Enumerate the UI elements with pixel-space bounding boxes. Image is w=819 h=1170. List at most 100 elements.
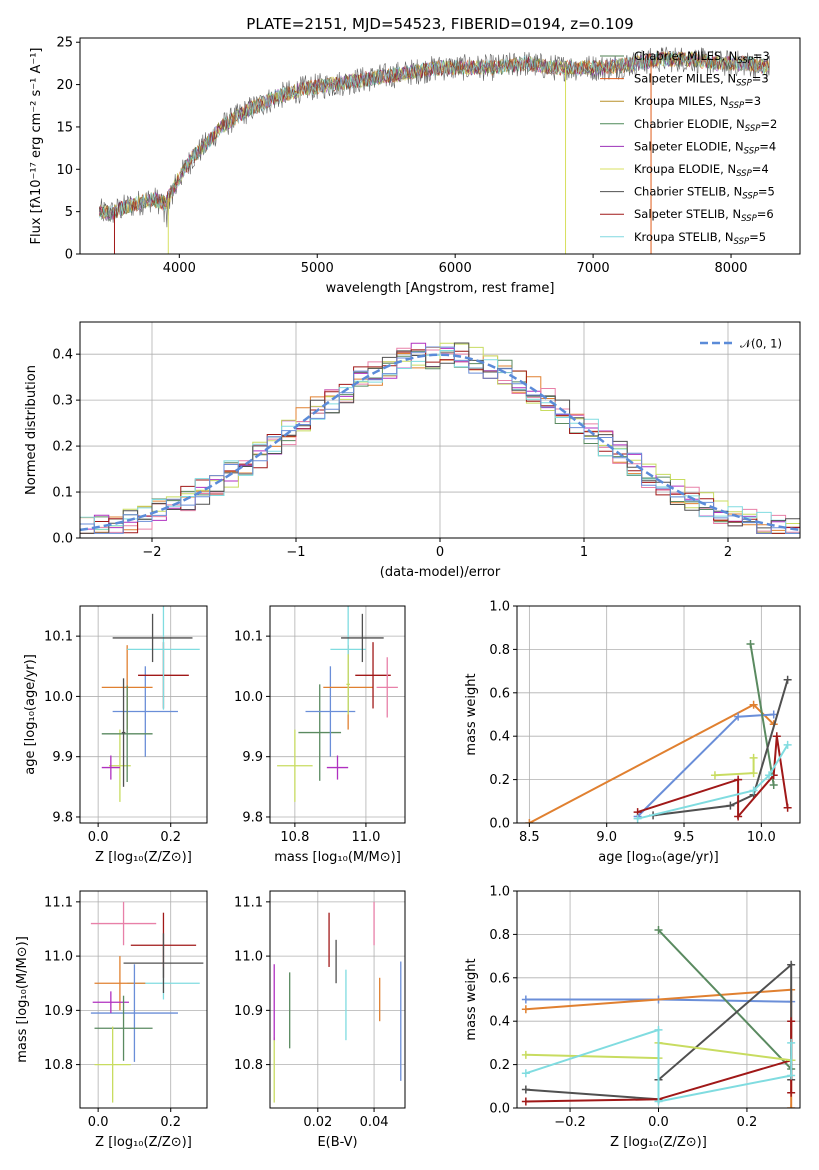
series-line [637, 736, 789, 820]
spectrum-xtick-label: 4000 [163, 261, 196, 276]
spectrum-model-line [99, 51, 770, 219]
series-marker [654, 1097, 663, 1106]
age-vs-mass-ytick-label: 9.8 [242, 810, 263, 825]
age-vs-z-background [80, 606, 207, 823]
mass-weight-vs-age-ytick-label: 0.6 [489, 686, 510, 701]
age-vs-mass-xtick-label: 10.8 [280, 830, 309, 845]
series-marker [772, 732, 781, 741]
series-marker [749, 786, 758, 795]
spectrum-data-line [99, 46, 770, 228]
mass-vs-ebv-ytick-label: 10.8 [234, 1058, 263, 1073]
mass-weight-vs-age-xlabel: age [log₁₀(age/yr)] [598, 850, 719, 865]
series-marker [787, 1038, 796, 1047]
spectrum-ylabel: Flux [fλ10⁻¹⁷ erg cm⁻² s⁻¹ A⁻¹] [29, 48, 44, 245]
mass-weight-vs-age-ytick-label: 0.0 [489, 817, 510, 832]
series-line [749, 643, 775, 786]
series-marker [749, 769, 758, 778]
age-vs-mass-ytick-label: 10.0 [234, 690, 263, 705]
legend-entry: Salpeter MILES, NSSP=3 [634, 72, 769, 89]
spectrum-title: PLATE=2151, MJD=54523, FIBERID=0194, z=0… [246, 15, 633, 33]
mass-weight-vs-z-axes: −0.2 0.0 0.2 0.0 0.2 0.4 0.6 0.8 1.0 Z [log₁₀(Z/Z… [464, 885, 800, 1150]
mass-weight-vs-z-ylabel: mass weight [464, 958, 479, 1040]
spectrum-ytick-label: 10 [56, 163, 73, 178]
mass-weight-vs-age-ytick-label: 0.2 [489, 773, 510, 788]
mass-weight-vs-z-frame [516, 890, 801, 1109]
mass-weight-vs-z-ytick-label: 0.2 [489, 1058, 510, 1073]
spectrum-ytick-label: 25 [56, 36, 73, 51]
series-marker [787, 1071, 796, 1080]
residuals-xtick-label: 1 [580, 545, 588, 560]
series-line [652, 679, 789, 817]
series-marker [787, 1017, 796, 1026]
series-line [637, 744, 789, 820]
mass-vs-z-ytick-label: 11.1 [44, 895, 73, 910]
errorbar-point [121, 678, 126, 787]
mass-vs-z-points [90, 901, 204, 1103]
mass-weight-vs-z-xtick-label: 0.0 [648, 1115, 669, 1130]
residuals-axes: −2 −1 0 1 2 0.0 0.1 0.2 0.3 0.4 (data-model)/error… [24, 322, 800, 580]
mass-weight-vs-age-xtick-label: 9.0 [596, 830, 617, 845]
series-marker [710, 771, 719, 780]
age-vs-mass-ytick-label: 9.9 [242, 750, 263, 765]
mass-vs-z-axes: 0.0 0.2 10.8 10.9 11.0 11.1 Z [log₁₀(Z/Z⊙)] mas… [15, 891, 207, 1150]
mass-vs-z-ytick-label: 10.9 [44, 1004, 73, 1019]
legend-entry: Salpeter ELODIE, NSSP=4 [634, 139, 776, 156]
errorbar-point [101, 685, 153, 783]
series-marker [783, 675, 792, 684]
residuals-ytick-label: 0.1 [52, 486, 73, 501]
series-marker [749, 700, 758, 709]
mass-vs-ebv-points [273, 901, 402, 1103]
series-marker [769, 781, 778, 790]
mass-vs-ebv-frame [269, 890, 406, 1109]
mass-weight-vs-z-ytick-label: 0.6 [489, 971, 510, 986]
series-marker [521, 1085, 530, 1094]
mass-weight-vs-age-ylabel: mass weight [464, 673, 479, 755]
spectrum-ytick-label: 0 [65, 248, 73, 263]
series-marker [749, 753, 758, 762]
errorbar-point [101, 755, 120, 780]
series-marker [654, 926, 663, 935]
age-vs-z-ytick-label: 10.1 [44, 630, 73, 645]
residuals-xtick-label: 0 [436, 545, 444, 560]
mass-vs-z-xtick-label: 0.2 [160, 1115, 181, 1130]
age-vs-z-ytick-label: 9.9 [52, 750, 73, 765]
mass-vs-ebv-ytick-label: 11.1 [234, 895, 263, 910]
gaussian-curve [80, 353, 800, 532]
series-marker [787, 960, 796, 969]
mass-vs-ebv-xtick-label: 0.04 [360, 1115, 389, 1130]
mass-weight-vs-age-xtick-label: 9.5 [674, 830, 695, 845]
mass-vs-ebv-xtick-label: 0.02 [303, 1115, 332, 1130]
series-marker [787, 1088, 796, 1097]
legend-entry: Kroupa ELODIE, NSSP=4 [634, 162, 769, 179]
series-marker [633, 814, 642, 823]
series-marker [783, 740, 792, 749]
age-vs-z-points [101, 606, 200, 802]
age-vs-mass-frame [269, 605, 406, 824]
residuals-ytick-label: 0.4 [52, 348, 73, 363]
mass-vs-ebv-axes: 0.02 0.04 10.8 10.9 11.0 11.1 E(B-V) [234, 891, 405, 1150]
errorbar-point [277, 729, 313, 802]
errorbar-point [355, 642, 391, 709]
mass-weight-vs-age-ytick-label: 0.8 [489, 643, 510, 658]
mass-weight-vs-age-frame [516, 605, 801, 824]
legend-entry: Kroupa STELIB, NSSP=5 [634, 230, 766, 247]
mass-vs-z-ytick-label: 10.8 [44, 1058, 73, 1073]
errorbar-point [305, 666, 356, 757]
age-vs-mass-ytick-label: 10.1 [234, 630, 263, 645]
spectrum-lines [99, 46, 770, 254]
mass-weight-vs-z-xtick-label: −0.2 [554, 1115, 586, 1130]
mass-weight-vs-age-xtick-label: 8.5 [519, 830, 540, 845]
spectrum-xtick-label: 6000 [439, 261, 472, 276]
mass-vs-ebv-ytick-label: 11.0 [234, 950, 263, 965]
errorbar-point [94, 1026, 131, 1103]
spectrum-model-line [99, 52, 770, 221]
errorbar-point [94, 995, 153, 1061]
residuals-ylabel: Normed distribution [24, 365, 39, 495]
series-marker [521, 995, 530, 1004]
age-vs-z-ytick-label: 10.0 [44, 690, 73, 705]
legend-entry: Chabrier MILES, NSSP=3 [634, 49, 770, 66]
mass-weight-vs-z-ytick-label: 0.0 [489, 1102, 510, 1117]
series-marker [783, 803, 792, 812]
spectrum-frame [79, 37, 801, 255]
series-line [657, 929, 792, 1070]
